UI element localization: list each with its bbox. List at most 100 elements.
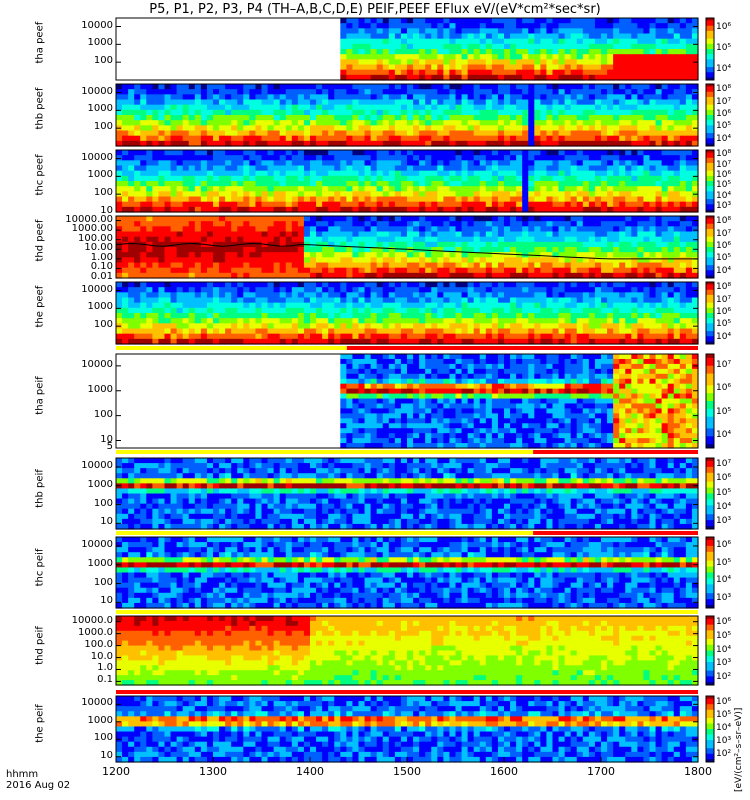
heat-cell [267,221,275,227]
heat-cell [607,38,614,45]
heat-cell [679,241,687,248]
heat-cell [510,43,517,50]
heat-cell [297,155,305,161]
heat-cell [200,292,208,299]
heat-cell [619,33,626,40]
heat-cell [655,43,663,50]
heat-cell [322,338,329,345]
heat-cell [334,94,341,101]
heat-cell [122,231,129,238]
heat-cell [413,69,420,76]
heat-cell [279,216,287,222]
heat-cell [340,69,347,76]
heat-cell [279,206,287,213]
heat-cell [613,191,620,198]
heat-cell [455,74,463,81]
heat-cell [637,109,645,116]
heat-cell [637,252,645,258]
heat-cell [206,181,214,187]
heat-cell [285,135,293,142]
heat-cell [322,292,329,299]
heat-cell [649,140,657,147]
heat-cell [388,252,396,258]
heat-cell [364,64,372,71]
heat-cell [249,140,257,147]
heat-cell [194,109,202,116]
heat-cell [225,160,232,167]
colorbar-cell [706,236,714,240]
heat-cell [407,272,414,279]
heat-cell [237,252,244,258]
heat-cell [558,191,566,198]
heat-cell [631,59,638,66]
heat-cell [200,115,208,121]
heat-cell [691,221,699,227]
heat-cell [322,333,329,340]
colorbar-cell [706,18,714,22]
heat-cell [467,170,475,177]
heat-cell [558,99,566,106]
heat-cell [679,196,687,203]
heat-cell [200,165,208,172]
heat-cell [297,328,305,335]
heat-cell [552,140,560,147]
heat-cell [158,236,166,243]
heat-cell [649,43,657,50]
heat-cell [431,318,438,324]
heat-cell [188,170,196,177]
heat-cell [182,181,190,187]
heat-cell [625,94,632,101]
heat-cell [528,221,535,227]
heat-cell [285,247,293,253]
heat-cell [273,130,281,137]
heat-cell [425,191,432,198]
heat-cell [607,109,614,116]
heat-cell [291,94,299,101]
heat-cell [443,109,451,116]
heat-cell [455,130,463,137]
heat-cell [285,318,293,324]
heat-cell [540,206,548,213]
heat-cell [673,140,681,147]
colorbar-cell [706,69,714,73]
heat-cell [467,74,475,81]
heat-cell [219,115,226,121]
heat-cell [206,226,214,233]
heat-cell [231,302,238,309]
heat-cell [534,160,541,167]
heat-cell [449,267,457,274]
heat-cell [558,262,566,269]
heat-cell [558,74,566,81]
heat-cell [534,64,541,71]
heat-cell [576,115,584,121]
heat-cell [419,252,426,258]
heat-cell [194,338,202,345]
heat-cell [158,130,166,137]
heat-cell [176,201,184,208]
heat-cell [685,175,693,182]
heat-cell [643,94,651,101]
heat-cell [176,282,184,288]
heat-cell [431,287,438,293]
heat-cell [504,201,511,208]
heat-cell [467,267,475,274]
heat-cell [364,165,372,172]
heat-cell [237,120,244,126]
heat-cell [364,323,372,330]
heat-cell [449,252,457,258]
heat-cell [158,104,166,111]
heat-cell [619,140,626,147]
heat-cell [455,125,463,132]
heat-cell [122,125,129,132]
heat-cell [679,165,687,172]
heat-cell [522,99,529,106]
heat-cell [249,125,257,132]
heat-cell [231,196,238,203]
heat-cell [625,186,632,192]
heat-cell [225,313,232,319]
heat-cell [601,191,608,198]
heat-cell [291,236,299,243]
heat-cell [225,333,232,340]
heat-cell [691,43,699,50]
heat-cell [170,323,178,330]
